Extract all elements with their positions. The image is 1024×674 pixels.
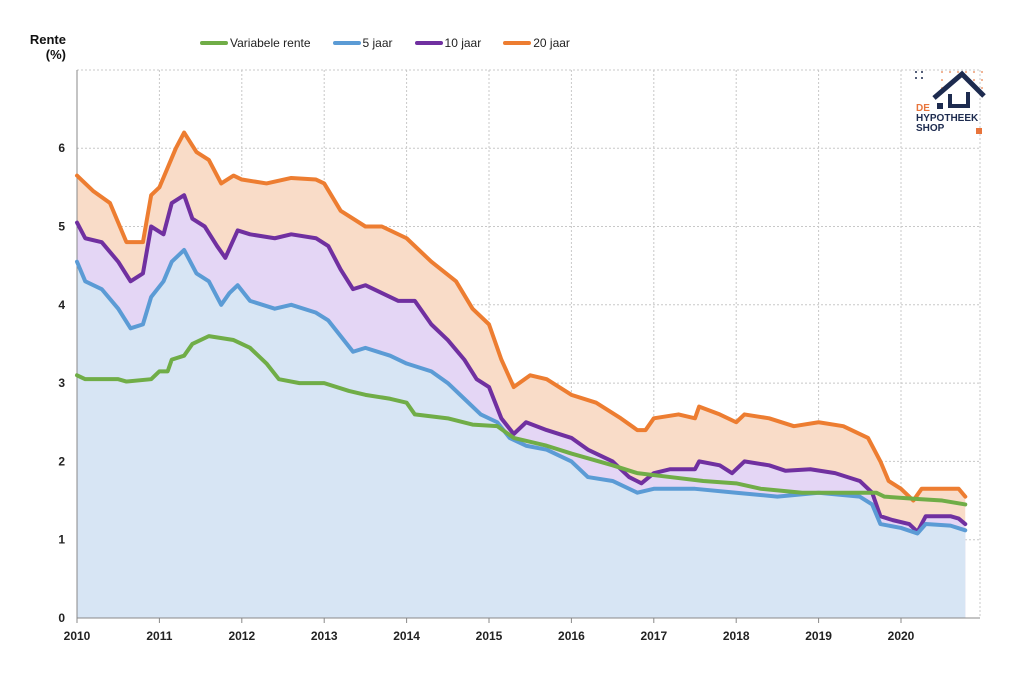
x-tick-label: 2017	[640, 629, 667, 643]
x-tick-label: 2011	[146, 629, 172, 643]
y-tick-label: 3	[58, 376, 65, 390]
y-tick-label: 2	[58, 454, 65, 468]
legend-swatch	[332, 41, 361, 45]
x-tick-label: 2018	[723, 629, 750, 643]
legend-swatch	[503, 41, 532, 45]
x-tick-label: 2010	[64, 629, 91, 643]
legend-swatch	[414, 41, 443, 45]
legend-label: 10 jaar	[444, 36, 482, 50]
y-axis-label: Rente (%)	[16, 32, 66, 62]
logo-line1: DE	[916, 103, 930, 114]
x-tick-label: 2012	[228, 629, 255, 643]
legend-item-variabele: Variabele rente	[200, 36, 311, 50]
x-tick-label: 2016	[558, 629, 585, 643]
series-line-20-jaar	[75, 130, 968, 503]
legend-label: 5 jaar	[362, 36, 393, 50]
logo-house-icon	[915, 70, 986, 134]
legend-item-5jaar: 5 jaar	[332, 36, 393, 50]
legend-item-10jaar: 10 jaar	[414, 36, 482, 50]
x-tick-label: 2015	[476, 629, 503, 643]
logo-text: DE HYPOTHEEK SHOP	[916, 104, 978, 134]
y-tick-label: 6	[58, 141, 65, 155]
x-tick-label: 2019	[805, 629, 832, 643]
x-tick-label: 2014	[393, 629, 420, 643]
area-5-jaar	[77, 249, 966, 619]
legend-label: Variabele rente	[230, 36, 311, 50]
legend-item-20jaar: 20 jaar	[503, 36, 570, 50]
x-tick-label: 2013	[311, 629, 338, 643]
y-tick-label: 0	[58, 611, 65, 625]
logo-line2: HYPOTHEEK	[916, 113, 979, 124]
legend-label: 20 jaar	[533, 36, 570, 50]
y-axis-label-line2: (%)	[45, 47, 66, 62]
y-tick-label: 5	[58, 220, 65, 234]
y-axis-label-line1: Rente	[29, 32, 66, 47]
legend-swatch	[200, 41, 228, 45]
legend: Variabele rente 5 jaar 10 jaar 20 jaar	[200, 36, 570, 50]
logo-line3: SHOP	[916, 123, 945, 134]
y-tick-label: 1	[58, 533, 65, 547]
y-tick-label: 4	[58, 298, 65, 312]
series-line-10-jaar	[75, 193, 968, 534]
x-tick-label: 2020	[888, 629, 915, 643]
series-line-variabele-rente	[75, 334, 968, 507]
